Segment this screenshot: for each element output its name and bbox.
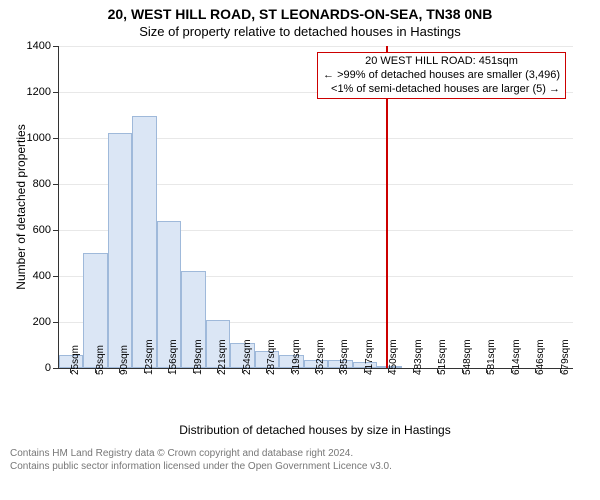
x-tick-label: 646sqm [535,339,546,375]
x-tick-label: 189sqm [193,339,204,375]
chart-container: 20, WEST HILL ROAD, ST LEONARDS-ON-SEA, … [0,0,600,500]
y-tick [53,138,58,139]
chart-title: 20, WEST HILL ROAD, ST LEONARDS-ON-SEA, … [0,0,600,23]
histogram-bar [132,116,156,368]
y-tick [53,322,58,323]
y-tick [53,230,58,231]
x-tick-label: 221sqm [217,339,228,375]
y-tick-label: 600 [33,224,51,236]
y-tick-label: 0 [45,362,51,374]
x-tick-label: 679sqm [560,339,571,375]
x-tick-label: 385sqm [339,339,350,375]
x-axis-label: Distribution of detached houses by size … [58,423,572,437]
y-tick [53,92,58,93]
x-tick-label: 581sqm [486,339,497,375]
annotation-line3: <1% of semi-detached houses are larger (… [323,83,560,97]
x-tick-label: 58sqm [95,345,106,375]
annotation-line2: ← >99% of detached houses are smaller (3… [323,69,560,83]
footer: Contains HM Land Registry data © Crown c… [10,448,392,473]
annotation-box: 20 WEST HILL ROAD: 451sqm ← >99% of deta… [317,52,566,99]
x-tick-label: 319sqm [291,339,302,375]
y-tick-label: 1200 [27,86,51,98]
x-tick-label: 25sqm [70,345,81,375]
x-tick-label: 90sqm [119,345,130,375]
x-tick-label: 614sqm [511,339,522,375]
chart-subtitle: Size of property relative to detached ho… [0,23,600,40]
x-tick-label: 417sqm [364,339,375,375]
histogram-bar [108,133,132,368]
x-tick-label: 254sqm [242,339,253,375]
y-tick-label: 1400 [27,40,51,52]
x-tick-label: 352sqm [315,339,326,375]
x-tick-label: 515sqm [437,339,448,375]
footer-line1: Contains HM Land Registry data © Crown c… [10,448,392,461]
x-tick-label: 548sqm [462,339,473,375]
y-tick-label: 800 [33,178,51,190]
x-tick-label: 287sqm [266,339,277,375]
annotation-line1: 20 WEST HILL ROAD: 451sqm [323,55,560,69]
y-tick [53,184,58,185]
footer-line2: Contains public sector information licen… [10,461,392,474]
y-gridline [59,46,573,47]
y-tick-label: 200 [33,316,51,328]
y-tick [53,368,58,369]
x-tick-label: 156sqm [168,339,179,375]
y-tick [53,276,58,277]
x-tick-label: 450sqm [388,339,399,375]
x-tick-label: 483sqm [413,339,424,375]
y-tick-label: 1000 [27,132,51,144]
x-tick-label: 123sqm [144,339,155,375]
y-tick-label: 400 [33,270,51,282]
y-tick [53,46,58,47]
